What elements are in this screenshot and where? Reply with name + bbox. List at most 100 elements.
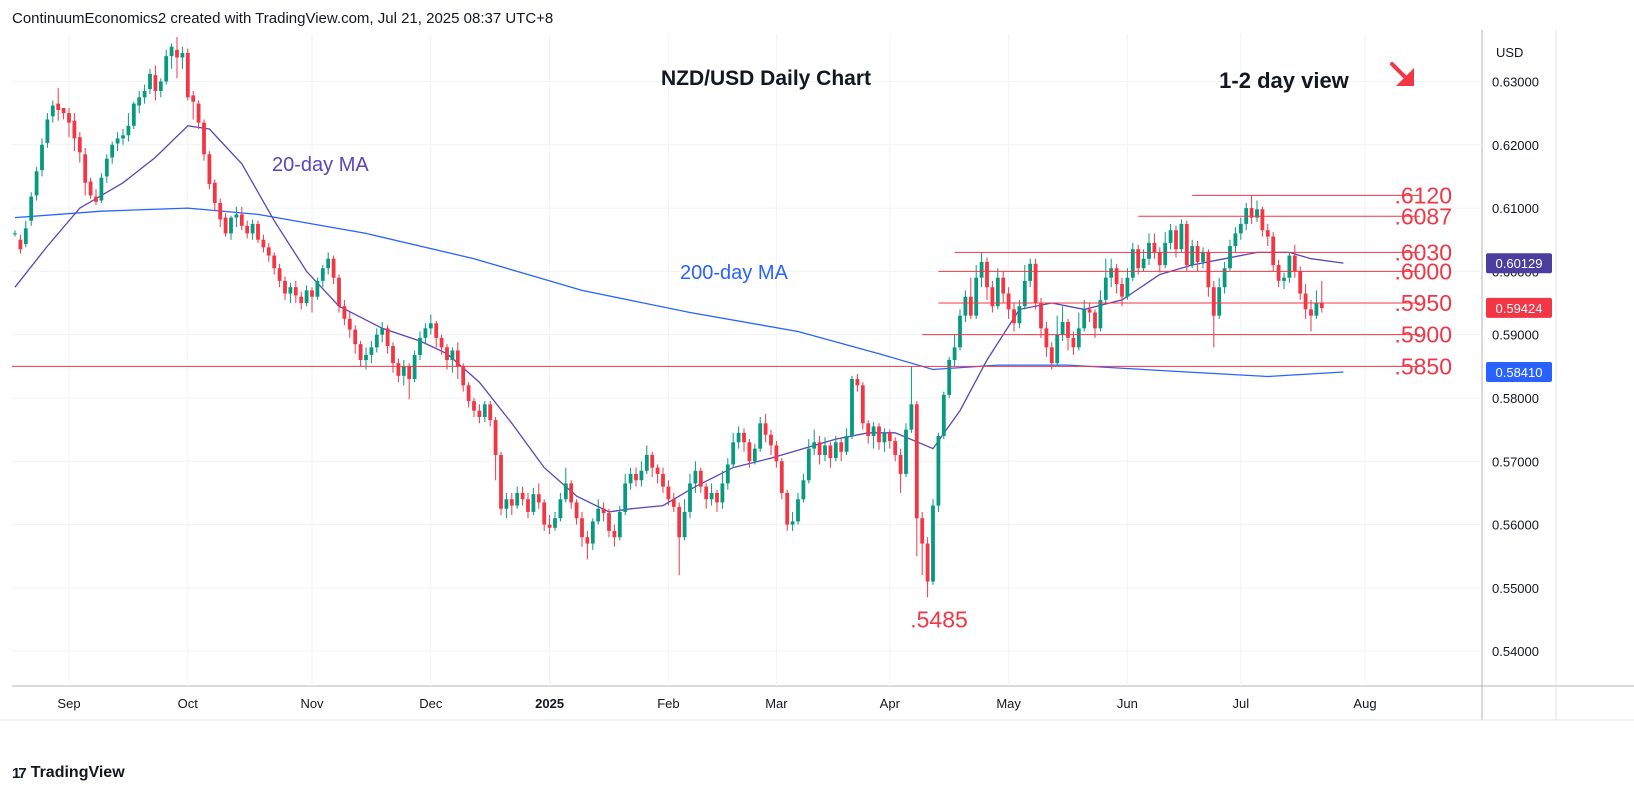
candle [1206,249,1211,297]
candle-body [1120,284,1124,297]
candle-body [758,423,763,449]
candle [1012,303,1016,332]
candle-body [34,171,39,196]
candle-body [245,225,250,234]
price-tick-label: 0.59000 [1492,328,1539,343]
price-tick-label: 0.63000 [1492,74,1539,89]
ma200-label: 200-day MA [680,262,788,284]
candle-body [1217,287,1222,316]
candle-body [1103,277,1108,300]
candle-body [1006,293,1011,310]
candle [428,314,433,335]
candle-body [320,268,325,281]
candle [823,437,827,462]
tradingview-logo-icon: 17 [12,764,27,782]
candle-body [1022,280,1027,307]
candle [661,467,665,493]
candle [266,242,271,262]
candle [83,147,88,196]
candle-body [666,486,671,500]
candle [893,437,898,462]
candle [126,113,131,142]
candle-body [104,158,109,177]
candle [391,342,395,373]
candle-body [855,378,860,386]
candle-body [650,454,655,468]
candle-body [342,306,347,319]
candle-body [806,448,811,481]
candle-body [1260,209,1265,231]
gridlines [0,30,1634,721]
candle-body [952,347,957,360]
candle [968,277,973,319]
candle [277,263,282,288]
candle-body [920,518,925,544]
candle [704,483,709,509]
candle-body [736,432,741,443]
candle [1147,233,1151,266]
candle-body [488,404,493,421]
candle [272,252,277,275]
candle-body [13,233,17,235]
candle [1001,271,1006,304]
price-badge-label: 0.60129 [1496,256,1543,271]
candle-body [67,113,71,123]
candle-body [671,499,676,507]
price-tick-label: 0.54000 [1492,644,1539,659]
candle [61,108,66,120]
level-label: .5850 [1394,353,1452,379]
candle [310,287,314,313]
candle-body [812,442,817,449]
candle-body [191,95,196,102]
candle-body [423,328,428,338]
candle-body [731,442,736,465]
candle-body [94,196,98,202]
candle [585,530,590,560]
candle [299,291,304,310]
candle [169,43,174,69]
candle [1298,266,1303,300]
candle-body [374,334,379,348]
candle [531,487,536,516]
price-tick-label: 0.61000 [1492,201,1539,216]
candle-body [580,518,584,538]
candle [304,285,309,307]
candle [790,511,795,531]
candle [418,331,422,360]
candle [1157,247,1162,273]
candle [158,78,163,98]
price-badge-bg [1486,297,1552,318]
candle-body [769,434,773,446]
candle-body [1114,268,1119,285]
candle-body [623,483,628,512]
candle-body [137,97,142,106]
candle-body [1271,236,1276,266]
ma200-layer [14,207,1344,378]
candle-body [83,154,88,183]
candle [1060,306,1065,342]
level-label: .6000 [1394,258,1452,284]
candle-body [164,56,169,82]
candle [607,508,611,538]
tradingview-brand: 17 TradingView [12,764,125,782]
candle [115,132,120,152]
candle [153,65,158,101]
candle-body [1195,246,1200,262]
candle-body [445,347,449,360]
candle-body [315,280,320,297]
candle [488,401,493,427]
candle-body [607,513,611,531]
price-badge-bg [1486,362,1552,383]
candle [563,467,568,503]
candle-body [569,483,574,503]
candle [655,464,660,484]
candle [617,505,622,541]
candle-body [553,518,557,528]
candle [320,265,325,288]
candle-body [833,442,838,459]
candle [1184,220,1189,272]
candle [1201,247,1205,269]
candle-body [1060,322,1065,335]
candle [1055,315,1060,367]
